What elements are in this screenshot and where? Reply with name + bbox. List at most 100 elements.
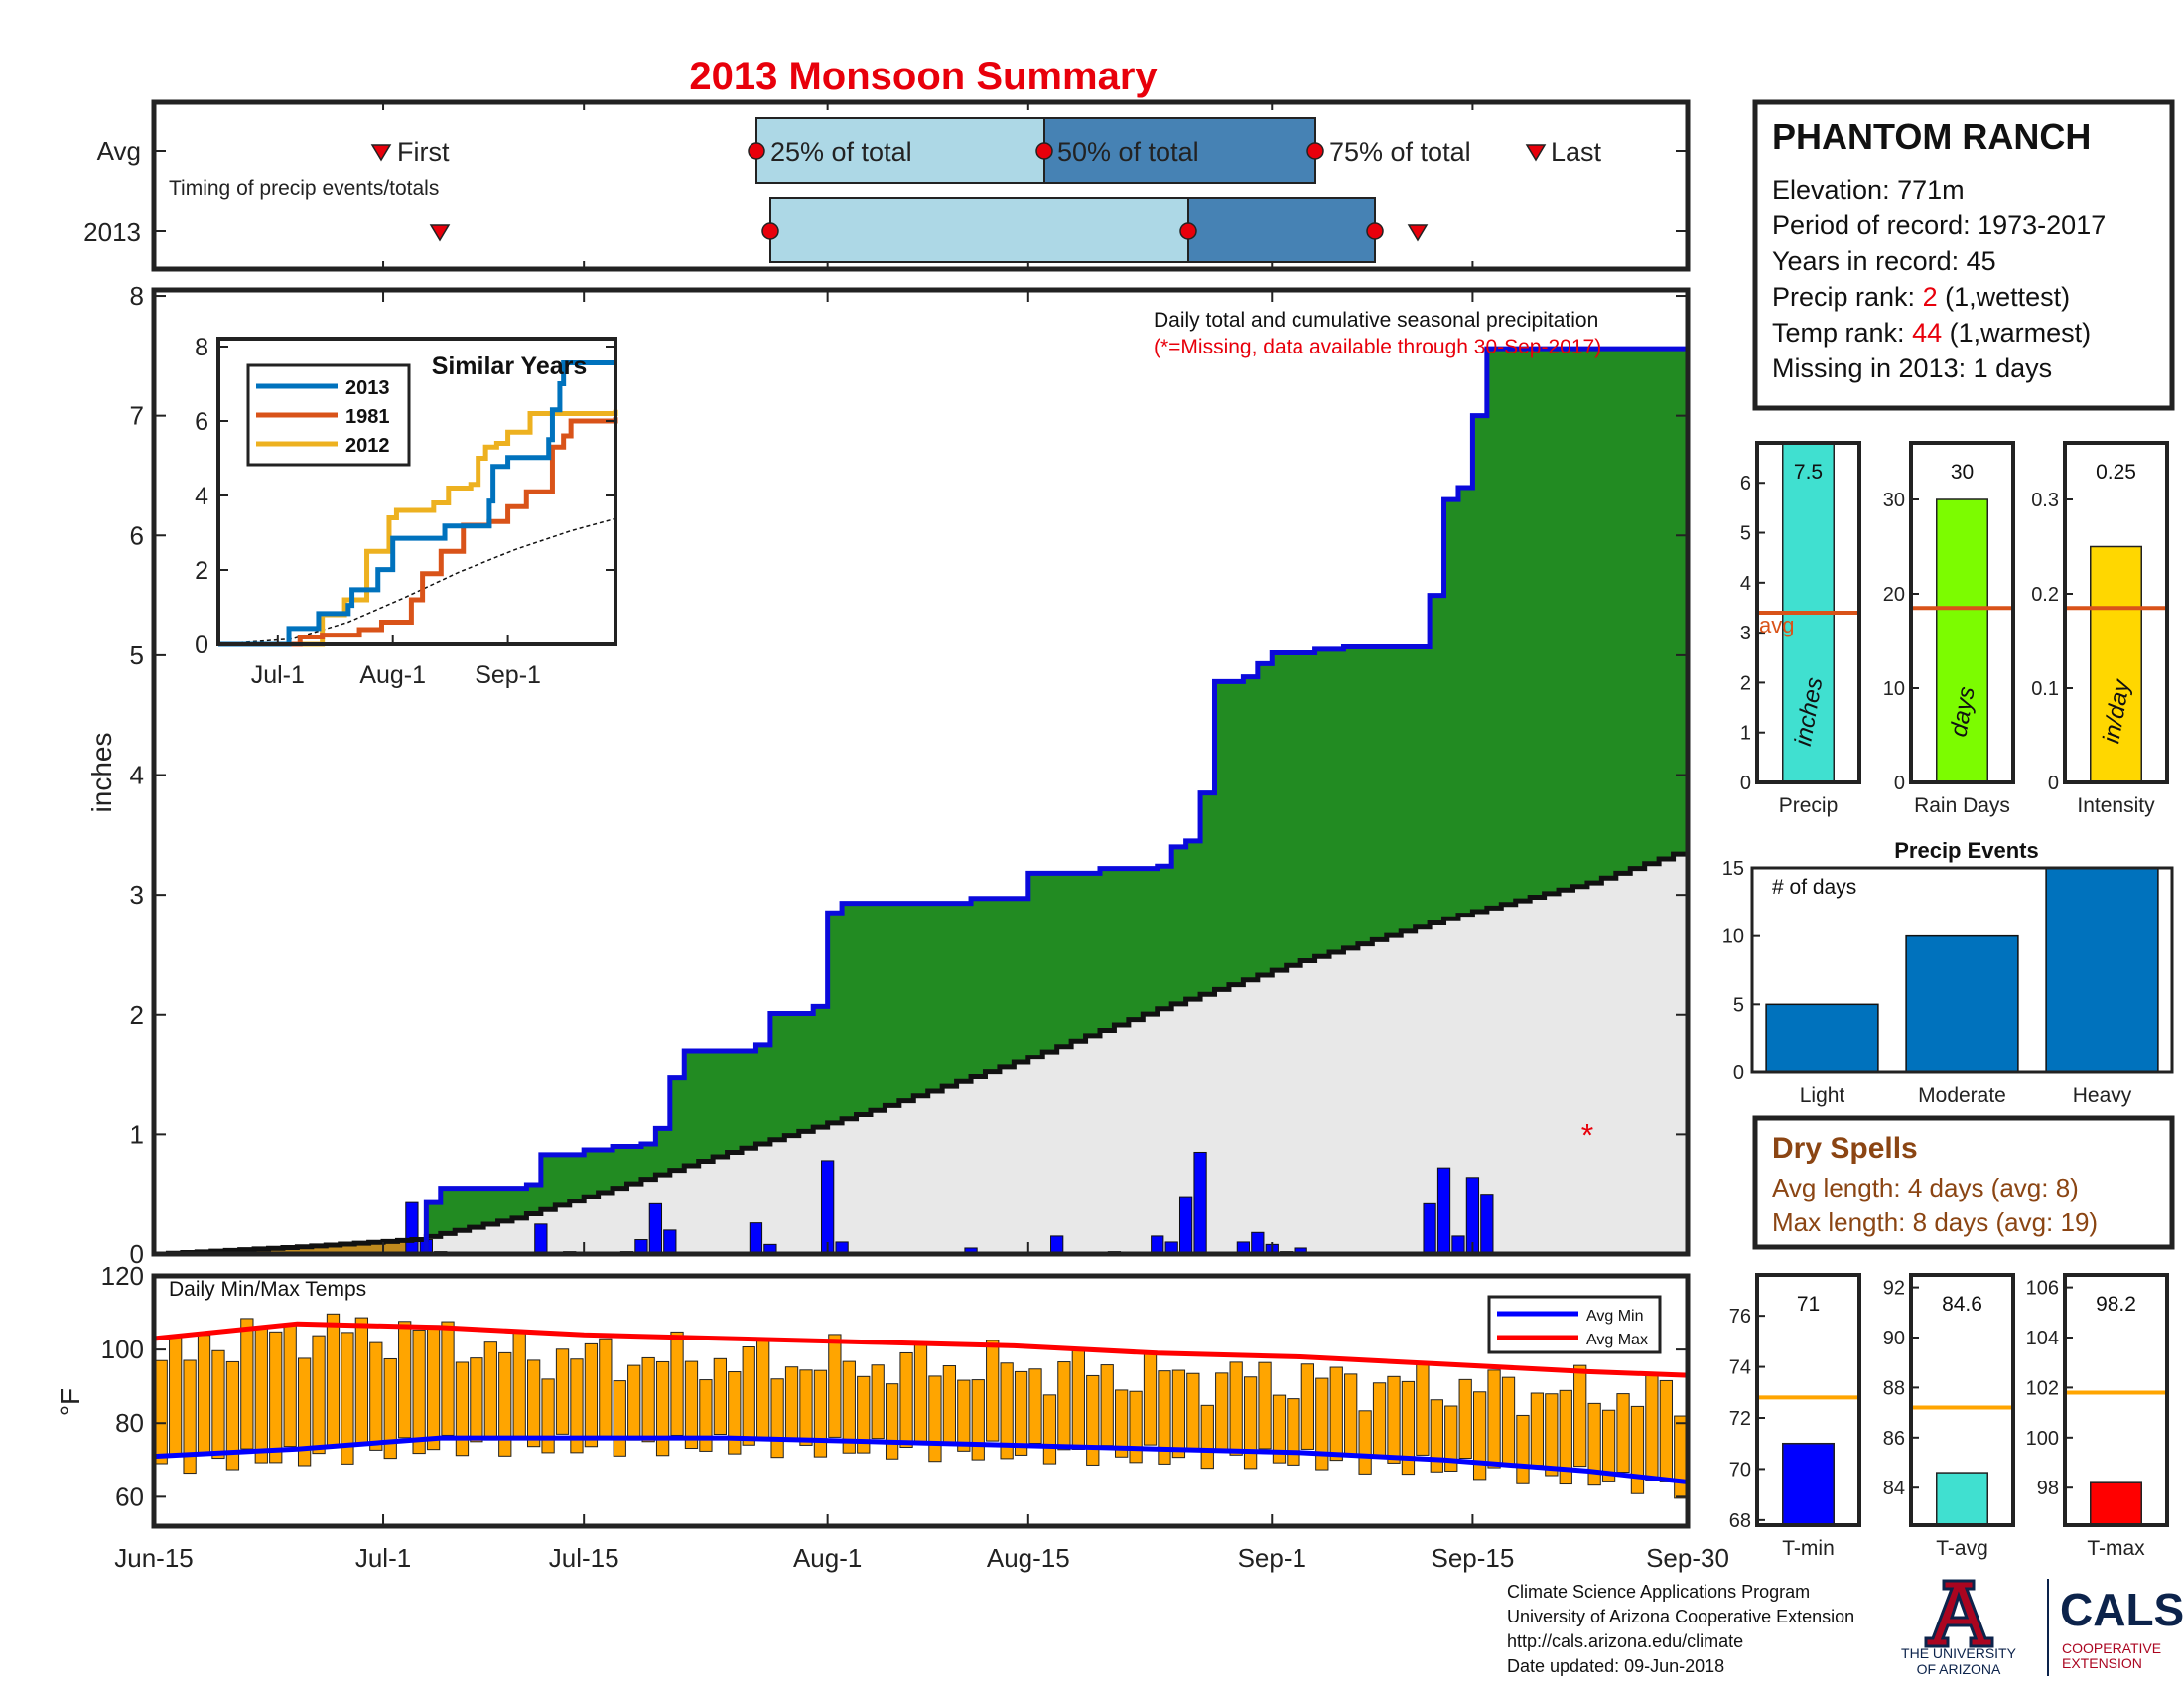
daily-temp-bar [369,1341,383,1451]
daily-temp-bar [154,1359,168,1465]
daily-precip-bar [1480,1194,1494,1255]
daily-temp-bar [1444,1405,1458,1472]
totals-label: Rain Days [1914,794,2010,817]
daily-temp-bar [470,1357,483,1443]
daily-temp-bar [169,1334,183,1456]
y2013-25-marker [761,222,779,240]
daily-precip-bar [821,1160,835,1255]
university-name-2: OF ARIZONA [1917,1661,2001,1677]
temp-label: T-avg [1936,1537,1988,1560]
legend-label-2013: 2013 [345,377,390,399]
daily-temp-bar [1645,1374,1659,1481]
temps-title: Daily Min/Max Temps [169,1278,366,1301]
daily-temp-bar [183,1359,197,1475]
station-precip-rank: Precip rank: 2 (1,wettest) [1772,282,2070,312]
temp-ytick-label: 72 [1729,1408,1751,1430]
daily-temp-bar [799,1369,813,1446]
daily-temp-bar [1601,1409,1616,1482]
avg-75-label: 75% of total [1329,137,1471,167]
footer-credits: Climate Science Applications Program Uni… [1507,1582,1854,1676]
temps-panel: Jun-15 Jul-1 Jul-15 Aug-1 Aug-15 Sep-1 Sep-15 S… [55,1261,1729,1573]
daily-temp-bar [426,1325,441,1451]
main-ytick-label: 0 [130,1239,144,1269]
temp-ytick-label: 74 [1729,1357,1751,1379]
coop-ext-1: COOPERATIVE [2062,1640,2161,1656]
temp-label: T-max [2087,1537,2145,1560]
daily-temp-bar [1272,1394,1287,1464]
events-bar-heavy [2045,867,2159,1073]
temp-ytick-label: 104 [2026,1328,2059,1349]
main-ytick-label: 1 [130,1119,144,1149]
avg-50-marker [1035,142,1053,160]
daily-temp-bar [1573,1364,1587,1468]
main-xtick-label: Sep-30 [1646,1543,1729,1573]
station-info-box: PHANTOM RANCH Elevation: 771m Period of … [1752,99,2175,411]
cals-wordmark: CALS [2060,1584,2184,1635]
daily-temp-bar [1487,1369,1501,1469]
temp-panel-2: 98 100 102 104 106 98.2 T-max [2026,1273,2169,1560]
daily-temp-bar [1014,1370,1028,1456]
timing-note: Timing of precip events/totals [169,177,439,200]
footer-line-4: Date updated: 09-Jun-2018 [1507,1656,1724,1676]
daily-temp-bar [1358,1410,1372,1475]
legend-label-avg-min: Avg Min [1586,1308,1644,1325]
totals-frame [1755,441,1861,784]
totals-ytick-label: 4 [1740,573,1751,595]
main-xtick-label: Jul-1 [355,1543,411,1573]
main-xtick-label: Aug-15 [987,1543,1070,1573]
events-ytick-label: 10 [1722,926,1744,948]
totals-bar [2090,545,2142,783]
daily-precip-bar [1436,1167,1451,1255]
daily-temp-bar [1530,1392,1545,1467]
daily-temp-bar [613,1380,626,1457]
station-name: PHANTOM RANCH [1772,116,2091,157]
y2013-50-75-box [1187,197,1376,263]
daily-temp-bar [297,1357,312,1467]
events-category-label: Moderate [1918,1084,2006,1107]
temp-ytick-label: 76 [1729,1306,1751,1328]
daily-temp-bar [570,1358,584,1454]
daily-temp-bar [383,1357,397,1460]
daily-temp-bar [483,1341,497,1441]
daily-temp-bar [641,1356,655,1443]
coop-ext-2: EXTENSION [2062,1655,2142,1671]
totals-ytick-label: 6 [1740,473,1751,494]
station-temp-rank: Temp rank: 44 (1,warmest) [1772,318,2091,348]
station-missing: Missing in 2013: 1 days [1772,353,2052,383]
daily-temp-bar [1315,1377,1329,1471]
temp-frame [1755,1273,1861,1527]
daily-temp-bar [211,1349,225,1460]
daily-temp-bar [441,1321,455,1436]
inset-xtick-label: Aug-1 [359,661,426,689]
daily-temp-bar [1430,1399,1443,1473]
daily-temp-bar [455,1361,470,1457]
daily-temp-bar [713,1357,727,1436]
totals-label: Intensity [2077,794,2155,817]
daily-temp-bar [828,1334,842,1438]
university-name-1: THE UNIVERSITY [1901,1645,2017,1661]
main-ytick-label: 4 [130,761,144,790]
events-ytick-label: 15 [1722,858,1744,880]
daily-temp-bar [1674,1415,1688,1499]
temp-ytick-label: 84 [1883,1478,1905,1499]
temps-ytick-label: 100 [101,1335,144,1364]
avg-75-marker [1306,142,1324,160]
avg-first-marker [370,144,392,162]
totals-ytick-label: 0 [1894,773,1905,794]
daily-precip-bar [534,1223,548,1255]
daily-precip-bar [1423,1202,1436,1255]
main-ytick-label: 8 [130,281,144,311]
totals-value-label: 0.25 [2096,461,2136,484]
totals-ytick-label: 2 [1740,672,1751,694]
temp-value-label: 84.6 [1942,1293,1982,1316]
avg-max-line [153,1321,1689,1378]
temp-frame [1909,1273,2015,1527]
totals-frame [1909,441,2015,784]
totals-ytick-label: 5 [1740,523,1751,545]
inset-title: Similar Years [432,353,588,380]
totals-ytick-label: 0 [2048,773,2059,794]
inset-line-1981 [218,417,618,647]
temp-bar [1782,1442,1835,1526]
